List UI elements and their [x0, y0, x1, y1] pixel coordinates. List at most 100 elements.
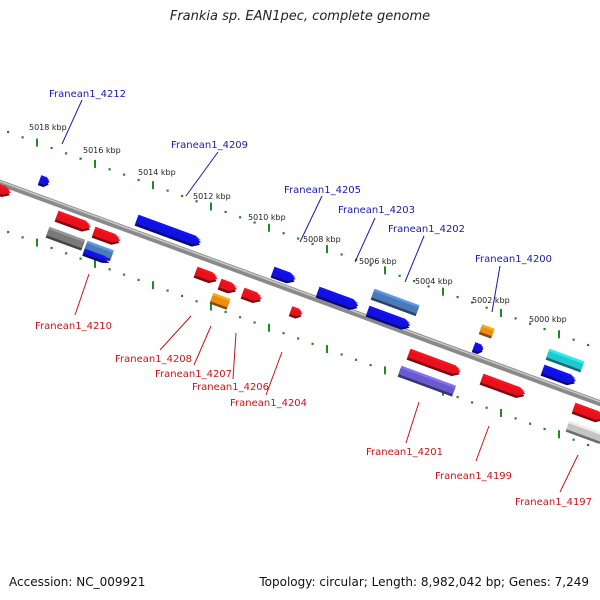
gene-4203b[interactable] — [365, 305, 412, 332]
gene-label-reverse[interactable]: Franean1_4201 — [366, 447, 443, 458]
gene-4210e[interactable] — [82, 248, 111, 266]
gene-label-reverse[interactable]: Franean1_4208 — [115, 354, 192, 365]
accession-text: Accession: NC_009921 — [9, 575, 146, 589]
minor-tick — [514, 417, 517, 420]
minor-tick — [181, 194, 184, 198]
minor-tick — [239, 316, 242, 319]
ruler-label: 5016 kbp — [83, 146, 121, 155]
callout-line — [299, 195, 323, 243]
gene-4210d[interactable] — [83, 240, 114, 262]
minor-tick — [282, 232, 285, 235]
gene-4203[interactable] — [315, 286, 360, 313]
gene-4210a[interactable] — [54, 210, 93, 234]
gene-4207a[interactable] — [217, 278, 239, 296]
gene-label-forward[interactable]: Franean1_4209 — [171, 140, 248, 151]
ruler-label: 5008 kbp — [303, 235, 341, 244]
gene-4204[interactable] — [288, 306, 304, 320]
gene-label-forward[interactable]: Franean1_4200 — [475, 254, 552, 265]
gene-4200c[interactable] — [545, 348, 585, 373]
gene-label-forward[interactable]: Franean1_4203 — [338, 205, 415, 216]
callout-line — [185, 151, 219, 197]
minor-tick — [7, 130, 10, 134]
gene-4197b[interactable] — [565, 420, 600, 444]
genes — [0, 175, 600, 444]
gene-label-reverse[interactable]: Franean1_4207 — [155, 369, 232, 380]
genome-backbone — [0, 179, 600, 407]
minor-tick — [137, 178, 140, 182]
gene-label-forward[interactable]: Franean1_4212 — [49, 89, 126, 100]
gene-label-reverse[interactable]: Franean1_4197 — [515, 497, 592, 508]
gene-4201b[interactable] — [397, 365, 456, 397]
minor-tick — [65, 152, 68, 155]
ruler-label: 5004 kbp — [415, 277, 453, 286]
genome-backbone-highlight — [0, 180, 600, 403]
callout-line — [61, 99, 83, 145]
callout-line — [193, 325, 212, 366]
gene-4197a[interactable] — [571, 402, 600, 425]
minor-tick — [369, 364, 372, 367]
gene-4200a[interactable] — [471, 342, 485, 355]
gene-4205[interactable] — [270, 266, 297, 286]
minor-tick — [7, 230, 10, 234]
gene-4199[interactable] — [479, 373, 527, 401]
ruler-label: 5018 kbp — [29, 123, 67, 132]
gene-4207b[interactable] — [209, 292, 231, 310]
gene-4200b[interactable] — [478, 324, 495, 339]
gene-4212[interactable] — [37, 175, 51, 188]
gene-4210c[interactable] — [45, 226, 86, 251]
gene-label-reverse[interactable]: Franean1_4206 — [192, 382, 269, 393]
callout-line — [405, 401, 420, 444]
minor-tick — [297, 237, 300, 240]
minor-tick — [65, 252, 68, 255]
minor-tick — [50, 146, 53, 150]
callout-line — [475, 425, 490, 462]
minor-tick — [224, 310, 227, 314]
gene-4206[interactable] — [240, 287, 264, 306]
minor-tick — [166, 289, 169, 292]
minor-tick — [297, 337, 300, 340]
gene-4210b[interactable] — [91, 226, 122, 247]
callout-line — [354, 217, 376, 263]
minor-tick — [413, 280, 416, 283]
minor-tick — [123, 273, 126, 276]
minor-tick — [181, 294, 184, 298]
minor-tick — [587, 443, 590, 447]
topology-text: Topology: circular; Length: 8,982,042 bp… — [259, 575, 589, 589]
gene-4209[interactable] — [134, 214, 203, 249]
gene-label-reverse[interactable]: Franean1_4199 — [435, 471, 512, 482]
minor-tick — [572, 438, 575, 441]
minor-tick — [340, 353, 343, 356]
callout-lines — [61, 99, 579, 493]
minor-tick — [485, 306, 488, 309]
minor-tick — [398, 274, 401, 277]
minor-tick — [195, 200, 198, 203]
minor-tick — [21, 236, 24, 239]
minor-tick — [123, 173, 126, 176]
gene-label-forward[interactable]: Franean1_4202 — [388, 224, 465, 235]
gene-label-reverse[interactable]: Franean1_4204 — [230, 398, 307, 409]
minor-tick — [311, 342, 314, 345]
minor-tick — [239, 216, 242, 219]
minor-tick — [340, 253, 343, 256]
genome-title: Frankia sp. EAN1pec, complete genome — [169, 9, 431, 24]
minor-tick — [587, 343, 590, 347]
gene-label-forward[interactable]: Franean1_4205 — [284, 185, 361, 196]
minor-tick — [21, 136, 24, 139]
minor-tick — [456, 296, 459, 299]
gene-4200d[interactable] — [540, 364, 578, 388]
gene-4202[interactable] — [370, 288, 420, 317]
gene-label-reverse[interactable]: Franean1_4210 — [35, 321, 112, 332]
gene-left-edge[interactable] — [0, 181, 12, 200]
minor-tick — [166, 189, 169, 192]
ruler-label: 5010 kbp — [248, 213, 286, 222]
callout-line — [74, 273, 90, 316]
gene-4208[interactable] — [193, 266, 220, 286]
minor-tick — [514, 317, 517, 320]
callout-line — [559, 454, 579, 493]
minor-tick — [471, 401, 474, 404]
minor-tick — [253, 321, 256, 324]
gene-4201a[interactable] — [406, 348, 463, 379]
minor-tick — [471, 301, 474, 304]
minor-tick — [355, 358, 358, 361]
minor-tick — [369, 264, 372, 267]
